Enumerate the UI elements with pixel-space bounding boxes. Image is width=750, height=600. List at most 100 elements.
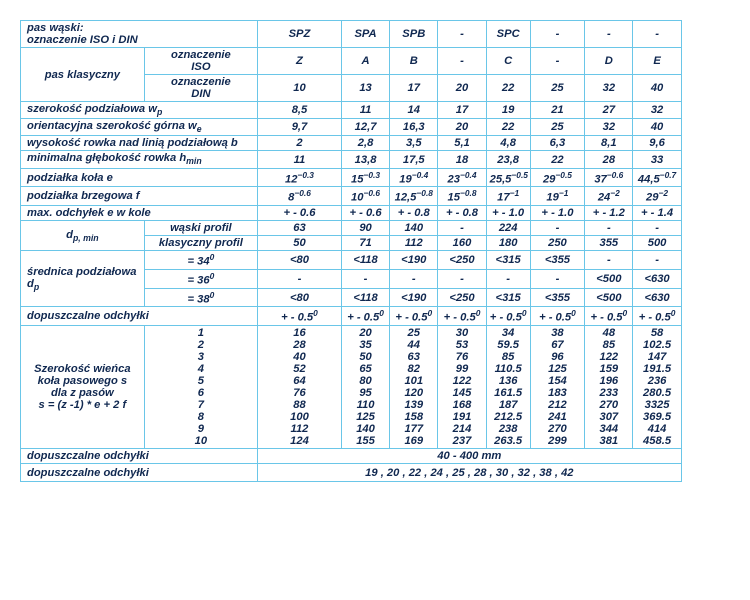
value-cell: + - 0.50 [530,307,585,326]
value-cell: 22 [486,75,530,102]
value-cell: 160 [438,236,486,251]
value-cell: 13 [341,75,389,102]
label-cell: szerokość podziałowa wp [21,102,258,119]
value-cell: 29−0.5 [530,168,585,187]
value-cell: + - 0.50 [341,307,389,326]
value-cell: 140 [390,221,438,236]
value-cell: 23,8 [486,151,530,168]
value-cell: SPC [486,21,530,48]
label-cell: wąski profil [144,221,257,236]
value-cell: 90 [341,221,389,236]
value-cell: 32 [585,75,633,102]
value-cell: 224 [486,221,530,236]
value-cell: 4,8 [486,136,530,151]
label-cell: orientacyjna szerokość górna we [21,119,258,136]
value-cell: <630 [633,269,681,288]
label-cell: = 360 [144,269,257,288]
value-cell: 18 [438,151,486,168]
belt-pulley-spec-table: pas wąski:oznaczenie ISO i DINSPZSPASPB-… [20,20,730,482]
label-cell: podziałka koła e [21,168,258,187]
value-cell: <80 [258,288,342,307]
label-cell: dp, min [21,221,145,251]
value-cell: 11 [341,102,389,119]
label-cell: oznaczenieISO [144,48,257,75]
value-cell: 3459.585110.5136161.5187212.5238263.5 [486,326,530,449]
value-cell: 16284052647688100112124 [258,326,342,449]
value-cell: 19 , 20 , 22 , 24 , 25 , 28 , 30 , 32 , … [258,464,682,482]
value-cell: 32 [585,119,633,136]
value-cell: <630 [633,288,681,307]
value-cell: 40 [633,119,681,136]
value-cell: 21 [530,102,585,119]
value-cell: 250 [530,236,585,251]
value-cell: 2 [258,136,342,151]
value-cell: 25,5−0.5 [486,168,530,187]
value-cell: C [486,48,530,75]
value-cell: B [390,48,438,75]
value-cell: 4885122159196233270307344381 [585,326,633,449]
value-cell: - [258,269,342,288]
value-cell: <315 [486,251,530,270]
value-cell: + - 0.50 [486,307,530,326]
value-cell: 8,1 [585,136,633,151]
label-cell: = 340 [144,251,257,270]
value-cell: + - 0.6 [341,206,389,221]
label-cell: minimalna głębokość rowka hmin [21,151,258,168]
value-cell: 12,7 [341,119,389,136]
value-cell: - [530,21,585,48]
value-cell: E [633,48,681,75]
value-cell: <190 [390,251,438,270]
value-cell: 19−1 [530,187,585,206]
value-cell: - [530,221,585,236]
value-cell: 10−0.6 [341,187,389,206]
value-cell: 63 [258,221,342,236]
value-cell: 180 [486,236,530,251]
value-cell: <118 [341,288,389,307]
value-cell: 33 [633,151,681,168]
value-cell: + - 0.50 [390,307,438,326]
value-cell: - [633,21,681,48]
value-cell: <250 [438,288,486,307]
label-cell: podziałka brzegowa f [21,187,258,206]
value-cell: 9,7 [258,119,342,136]
value-cell: 23−0.4 [438,168,486,187]
value-cell: - [486,269,530,288]
value-cell: 17−1 [486,187,530,206]
value-cell: 27 [585,102,633,119]
value-cell: <250 [438,251,486,270]
value-cell: + - 0.6 [258,206,342,221]
value-cell: SPB [390,21,438,48]
value-cell: 9,6 [633,136,681,151]
value-cell: SPA [341,21,389,48]
value-cell: SPZ [258,21,342,48]
value-cell: + - 0.8 [438,206,486,221]
value-cell: <315 [486,288,530,307]
value-cell: 20 [438,75,486,102]
value-cell: 2,8 [341,136,389,151]
value-cell: 32 [633,102,681,119]
value-cell: + - 0.50 [438,307,486,326]
label-cell: = 380 [144,288,257,307]
value-cell: <355 [530,288,585,307]
value-cell: - [633,251,681,270]
label-cell: pas klasyczny [21,48,145,102]
value-cell: 5,1 [438,136,486,151]
value-cell: - [530,48,585,75]
value-cell: - [438,21,486,48]
value-cell: 19 [486,102,530,119]
value-cell: <80 [258,251,342,270]
value-cell: + - 0.8 [390,206,438,221]
value-cell: 40 [633,75,681,102]
value-cell: 22 [530,151,585,168]
label-cell: max. odchyłek e w kole [21,206,258,221]
label-cell: Szerokość wieńcakoła pasowego sdla z pas… [21,326,145,449]
label-cell: dopuszczalne odchyłki [21,449,258,464]
value-cell: 15−0.3 [341,168,389,187]
value-cell: - [530,269,585,288]
value-cell: 25 [530,119,585,136]
label-cell: dopuszczalne odchyłki [21,464,258,482]
label-cell: średnica podziałowa dp [21,251,145,307]
value-cell: 12−0.3 [258,168,342,187]
value-cell: 8,5 [258,102,342,119]
value-cell: 17 [390,75,438,102]
